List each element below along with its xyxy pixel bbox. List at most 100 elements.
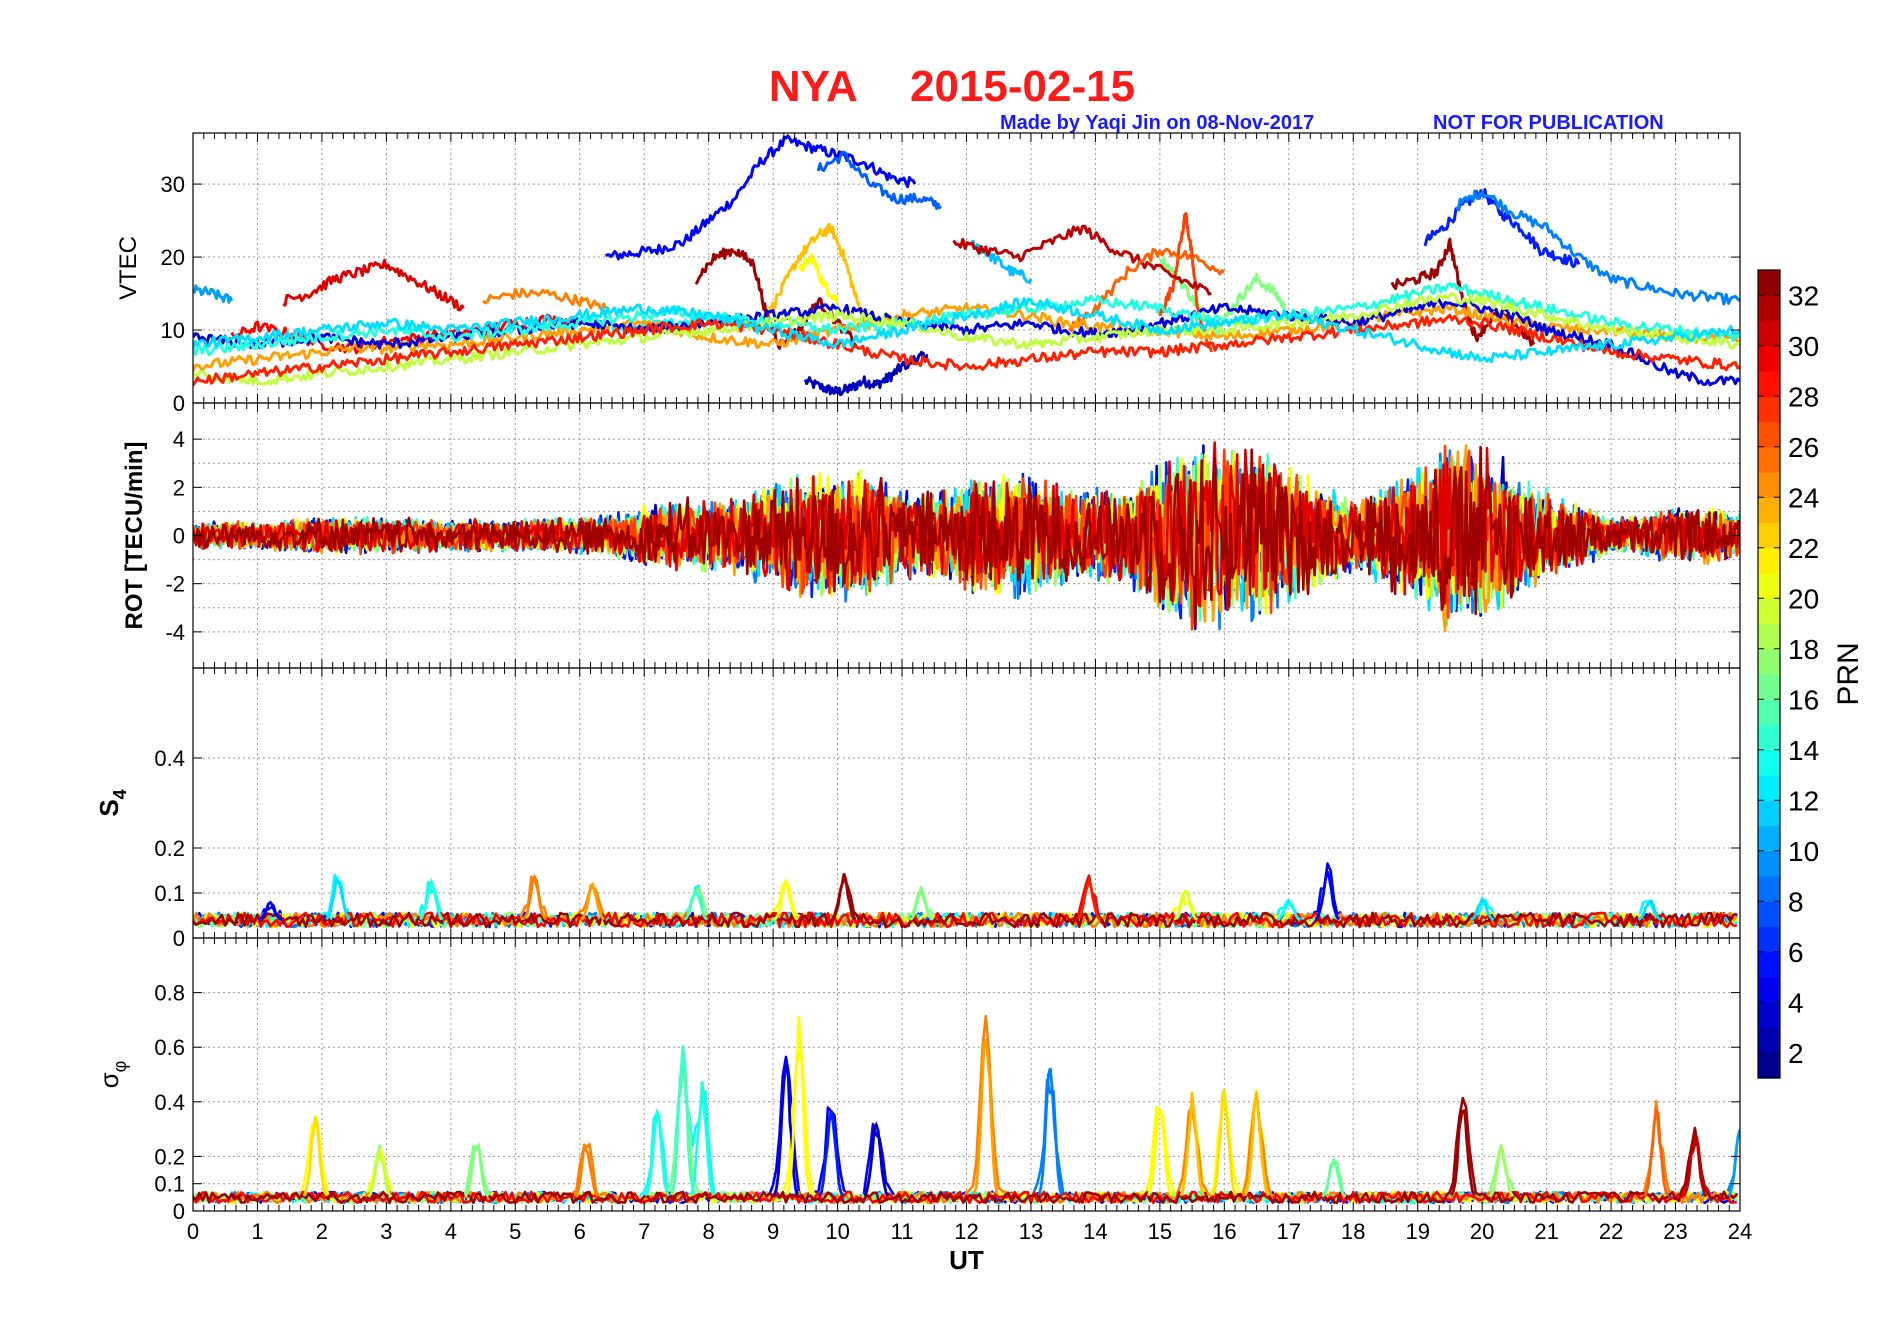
- colorbar-tick-label: 8: [1788, 886, 1804, 917]
- sigma_phi-peak-prn-32: [1449, 1108, 1476, 1197]
- colorbar-tick-label: 18: [1788, 634, 1819, 665]
- colorbar-swatch: [1758, 1027, 1780, 1054]
- sigma_phi-peak-prn-10: [1727, 1128, 1740, 1197]
- rot-grid: [193, 403, 1740, 668]
- vtec-ytick-label: 20: [161, 245, 185, 270]
- s4-ytick-label: 0.4: [154, 746, 185, 771]
- sigma_phi-line-prn-21: [193, 1015, 1738, 1205]
- x-tick-label: 10: [825, 1219, 849, 1244]
- x-tick-label: 16: [1212, 1219, 1236, 1244]
- s4-ytick-label: 0: [173, 926, 185, 951]
- x-tick-label: 14: [1083, 1219, 1107, 1244]
- sigma_phi-peak-prn-6: [818, 1110, 844, 1197]
- sigma_phi-ytick-label: 0: [173, 1199, 185, 1224]
- sigma_phi-peak-prn-22: [1211, 1088, 1238, 1196]
- station-name: NYA: [768, 62, 858, 111]
- publication-notice: NOT FOR PUBLICATION: [1433, 112, 1664, 134]
- colorbar-swatch: [1758, 699, 1780, 726]
- sigma_phi-peak-prn-9: [1037, 1067, 1064, 1196]
- sigma_phi-peak-prn-23: [1243, 1091, 1270, 1197]
- sigma_phi-line-prn-29: [193, 1137, 1737, 1205]
- colorbar-swatch: [1758, 724, 1780, 751]
- colorbar-tick-label: 16: [1788, 684, 1819, 715]
- colorbar-tick-label: 14: [1788, 735, 1819, 766]
- s4-line-prn-29: [193, 874, 1737, 929]
- x-tick-label: 4: [445, 1219, 457, 1244]
- vtec-line-prn-8: [816, 150, 942, 210]
- x-tick-label: 23: [1663, 1219, 1687, 1244]
- colorbar-tick-label: 4: [1788, 987, 1804, 1018]
- s4-peak-prn-13: [1276, 897, 1301, 921]
- x-tick-label: 18: [1341, 1219, 1365, 1244]
- x-tick-label: 1: [251, 1219, 263, 1244]
- colorbar-swatch: [1758, 371, 1780, 397]
- vtec-line-prn-23: [758, 222, 872, 331]
- rot-line-prn-32: [193, 445, 1740, 627]
- colorbar-label: PRN: [1832, 642, 1865, 705]
- colorbar-swatch: [1758, 320, 1780, 347]
- x-tick-label: 0: [187, 1219, 199, 1244]
- colorbar-swatch: [1758, 850, 1780, 877]
- colorbar-swatch: [1758, 522, 1780, 549]
- s4-axis-label: S4: [94, 789, 130, 816]
- colorbar-swatch: [1758, 472, 1780, 498]
- s4-peak-prn-20: [1173, 888, 1199, 921]
- colorbar-swatch: [1758, 775, 1780, 801]
- colorbar-swatch: [1758, 547, 1780, 574]
- colorbar-tick-label: 20: [1788, 583, 1819, 614]
- sigma_phi-grid: [193, 938, 1740, 1212]
- x-tick-label: 24: [1728, 1219, 1752, 1244]
- colorbar-swatch: [1758, 270, 1780, 296]
- x-tick-label: 6: [574, 1219, 586, 1244]
- credit-note: Made by Yaqi Jin on 08-Nov-2017: [1000, 112, 1315, 134]
- sigma_phi-line-prn-5: [193, 1055, 1739, 1205]
- s4-peak-prn-15: [683, 890, 709, 921]
- vtec-line-prn-25: [482, 287, 607, 312]
- colorbar-tick-label: 10: [1788, 836, 1819, 867]
- colorbar-swatch: [1758, 623, 1780, 650]
- s4-series: [193, 862, 1738, 929]
- x-tick-label: 11: [891, 1219, 914, 1244]
- s4-peak-prn-12: [325, 877, 351, 921]
- colorbar-swatch: [1758, 825, 1780, 852]
- sigma_phi-peak-prn-3: [863, 1121, 890, 1197]
- x-tick-label: 3: [380, 1219, 392, 1244]
- panel-vtec: 0 10 20 30 VTEC: [115, 132, 1741, 416]
- colorbar-swatch: [1758, 598, 1780, 625]
- s4-peak-prn-12: [1469, 896, 1495, 921]
- vtec-line-prn-17: [1159, 256, 1290, 337]
- s4-peak-prn-28: [1076, 877, 1102, 921]
- s4-peak-prn-25: [522, 873, 548, 921]
- sigma_phi-peak-prn-21: [1146, 1109, 1173, 1197]
- sigma_phi-peak-prn-15: [669, 1045, 696, 1196]
- rot-ytick-label: -4: [165, 620, 185, 645]
- x-tick-label: 19: [1405, 1219, 1429, 1244]
- colorbar-swatch: [1758, 800, 1780, 827]
- colorbar-swatch: [1758, 295, 1780, 322]
- x-tick-label: 15: [1148, 1219, 1172, 1244]
- sigma_phi-peak-prn-23: [1179, 1092, 1206, 1197]
- vtec-line-prn-21: [798, 253, 839, 304]
- colorbar-swatch: [1758, 674, 1780, 700]
- vtec-ytick-label: 30: [161, 172, 185, 197]
- x-tick-label: 12: [954, 1219, 978, 1244]
- x-tick-label: 13: [1019, 1219, 1043, 1244]
- colorbar-swatch: [1758, 876, 1780, 902]
- colorbar-swatch: [1758, 648, 1780, 675]
- sigma_phi-peak-prn-4: [773, 1064, 799, 1196]
- colorbar-swatch: [1758, 901, 1780, 928]
- x-axis-label: UT: [949, 1245, 984, 1275]
- vtec-line-prn-10: [193, 284, 234, 304]
- panel-s4: 0 0.1 0.2 0.4 S4: [94, 667, 1741, 951]
- panel-sigma_phi: 00.1 0.2 0.4 0.6 0.8 σφ: [94, 937, 1741, 1224]
- s4-peak-prn-5: [1314, 870, 1341, 921]
- rot-ticks: [192, 403, 1741, 668]
- s4-ytick-label: 0.2: [154, 836, 185, 861]
- colorbar-tick-label: 24: [1788, 482, 1819, 513]
- sigma_phi-peak-prn-14: [644, 1107, 670, 1197]
- x-tick-label: 22: [1599, 1219, 1623, 1244]
- s4-peak-prn-17: [909, 890, 934, 921]
- sigma_phi-peak-prn-16: [1321, 1156, 1347, 1198]
